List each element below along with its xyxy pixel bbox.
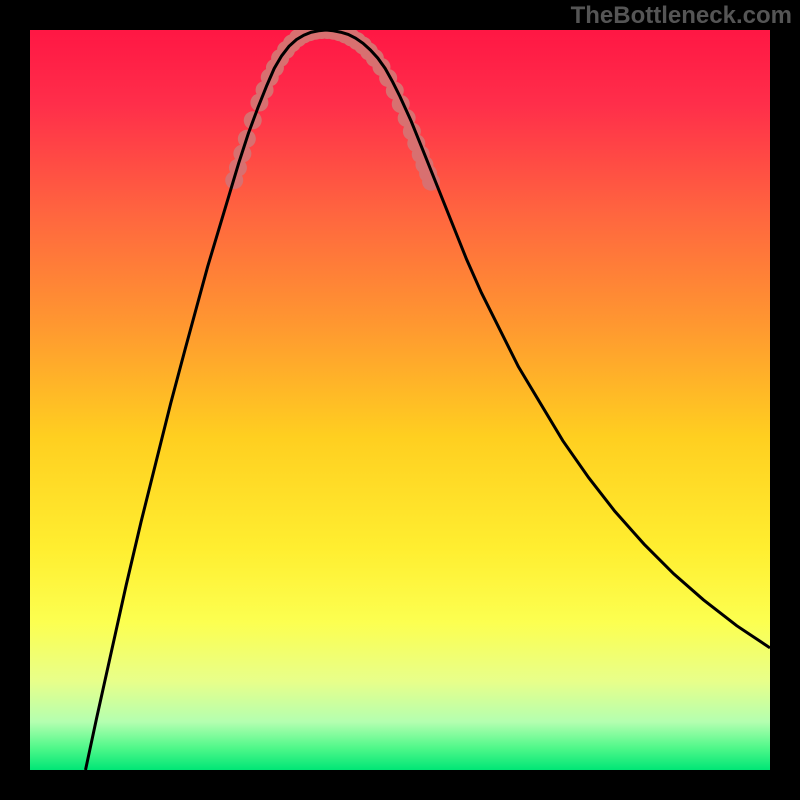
watermark-text: TheBottleneck.com bbox=[571, 2, 792, 30]
chart-svg bbox=[30, 30, 770, 770]
bottleneck-curve bbox=[86, 30, 771, 770]
plot-area bbox=[30, 30, 770, 770]
chart-container: TheBottleneck.com bbox=[0, 0, 800, 800]
